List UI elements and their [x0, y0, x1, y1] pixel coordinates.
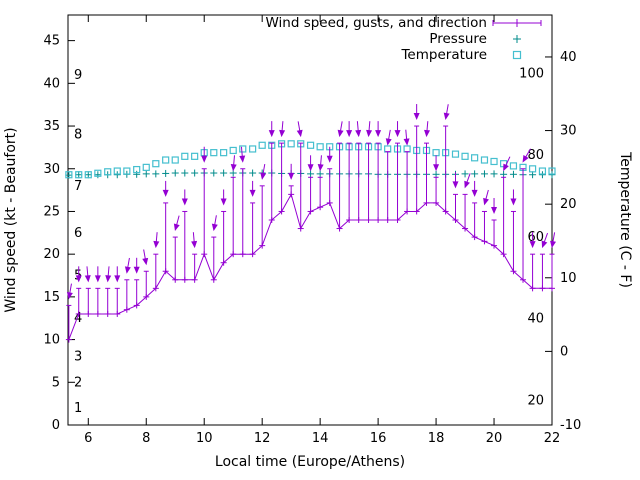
svg-text:10: 10 [43, 333, 60, 348]
axes [67, 14, 553, 426]
svg-text:30: 30 [43, 162, 60, 177]
svg-text:3: 3 [74, 350, 82, 365]
y-left-tick-labels: 0 5 10 15 20 25 30 35 40 45 [43, 34, 60, 433]
svg-text:2: 2 [74, 375, 82, 390]
svg-text:30: 30 [560, 124, 577, 139]
svg-text:6: 6 [74, 226, 82, 241]
svg-text:Temperature: Temperature [400, 47, 487, 63]
wind-direction-arrows [66, 104, 556, 300]
y-axis-label-right: Temperature (C - F) [617, 151, 633, 288]
plot-layer: 6 8 10 12 14 16 18 20 22051015202530354045-10010… [43, 14, 581, 446]
svg-text:15: 15 [43, 290, 60, 305]
svg-text:8: 8 [74, 128, 82, 143]
svg-text:10: 10 [196, 431, 213, 446]
svg-text:0: 0 [52, 418, 60, 433]
fahrenheit-scale-labels: 20 40 60 80 100 [519, 66, 544, 408]
svg-text:40: 40 [527, 312, 544, 327]
svg-text:Wind speed, gusts, and directi: Wind speed, gusts, and direction [265, 15, 487, 31]
legend: Wind speed, gusts, and directionPressure… [265, 15, 542, 63]
svg-text:18: 18 [428, 431, 445, 446]
svg-text:20: 20 [486, 431, 503, 446]
svg-text:4: 4 [74, 311, 82, 326]
svg-text:20: 20 [560, 197, 577, 212]
svg-text:22: 22 [544, 431, 561, 446]
svg-text:20: 20 [527, 393, 544, 408]
svg-text:45: 45 [43, 34, 60, 49]
svg-text:-10: -10 [560, 418, 581, 433]
svg-text:80: 80 [527, 148, 544, 163]
svg-text:6: 6 [84, 431, 92, 446]
svg-text:7: 7 [74, 179, 82, 194]
svg-text:60: 60 [527, 230, 544, 245]
svg-text:5: 5 [52, 375, 60, 390]
svg-text:40: 40 [560, 50, 577, 65]
svg-text:9: 9 [74, 68, 82, 83]
svg-text:16: 16 [370, 431, 387, 446]
svg-text:14: 14 [312, 431, 329, 446]
svg-text:12: 12 [254, 431, 271, 446]
svg-text:40: 40 [43, 76, 60, 91]
gust-bars [66, 125, 555, 340]
svg-text:35: 35 [43, 119, 60, 134]
svg-text:25: 25 [43, 204, 60, 219]
svg-text:8: 8 [142, 431, 150, 446]
y-axis-label-left: Wind speed (kt - Beaufort) [3, 127, 19, 312]
x-axis-label: Local time (Europe/Athens) [215, 454, 405, 470]
pressure-series [65, 169, 556, 179]
svg-text:10: 10 [560, 271, 577, 286]
beaufort-scale-labels: 123456789 [74, 68, 82, 416]
svg-text:1: 1 [74, 401, 82, 416]
svg-text:100: 100 [519, 66, 544, 81]
wind-speed-series [65, 191, 555, 343]
svg-text:0: 0 [560, 344, 568, 359]
x-tick-labels: 6 8 10 12 14 16 18 20 22 [84, 431, 560, 446]
svg-text:20: 20 [43, 247, 60, 262]
y-right-tick-labels: -10 0 10 20 30 40 [560, 50, 581, 433]
svg-text:Pressure: Pressure [429, 31, 487, 47]
